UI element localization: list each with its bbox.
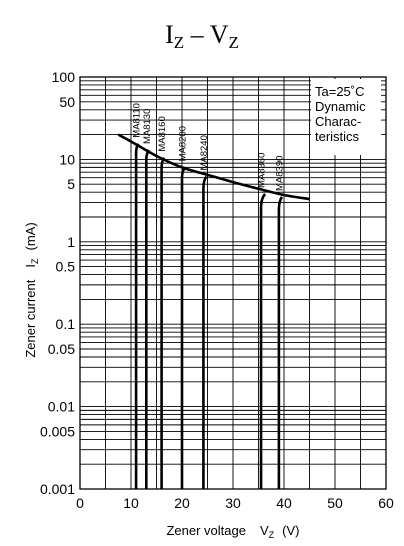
y-tick-label: 10 bbox=[59, 151, 75, 167]
series-curve-ma8130 bbox=[145, 149, 150, 489]
series-label-ma8130: MA8130 bbox=[142, 109, 153, 144]
annotation-line-2: Dynamic bbox=[315, 99, 366, 114]
x-tick-label: 0 bbox=[76, 495, 84, 511]
series-labels: MA8110 MA8130 MA8160 MA8200 MA8240 MA8360 MA83… bbox=[132, 103, 286, 191]
series-curve-ma8360 bbox=[259, 193, 267, 489]
y-tick-label: 0.005 bbox=[40, 423, 75, 439]
x-axis-label: Zener voltage VZ (V) bbox=[166, 523, 299, 540]
annotation-line-1: Ta=25˚C bbox=[315, 84, 365, 99]
series-label-ma8110: MA8110 bbox=[132, 103, 143, 138]
grid-lines bbox=[80, 77, 386, 489]
plot-border bbox=[79, 76, 387, 490]
annotation-line-4: teristics bbox=[315, 129, 360, 144]
y-tick-label: 0.001 bbox=[40, 481, 75, 497]
plot-frame bbox=[79, 76, 387, 490]
x-tick-label: 30 bbox=[225, 495, 241, 511]
x-tick-label: 10 bbox=[123, 495, 139, 511]
y-tick-label: 100 bbox=[52, 69, 76, 85]
y-tick-label: 0.01 bbox=[48, 399, 75, 415]
series-label-ma8160: MA8160 bbox=[157, 116, 168, 151]
tick-labels: 0 10 20 30 40 50 60 100 50 10 5 1 0.5 0.1 0.05 0.01 0.00… bbox=[40, 69, 394, 511]
annotation-line-3: Charac- bbox=[315, 114, 361, 129]
y-tick-label: 5 bbox=[67, 176, 75, 192]
y-tick-label: 50 bbox=[59, 94, 75, 110]
dynamic-envelope bbox=[117, 133, 310, 201]
y-axis-label: Zener currentIZ(mA) bbox=[23, 222, 40, 357]
series-label-ma8200: MA8200 bbox=[178, 126, 189, 161]
series-curve-ma8240 bbox=[202, 175, 208, 489]
y-tick-label: 0.05 bbox=[48, 341, 75, 357]
envelope-curve bbox=[117, 133, 310, 201]
series-label-ma8360: MA8360 bbox=[257, 153, 268, 188]
y-tick-label: 0.1 bbox=[56, 316, 76, 332]
y-tick-label: 0.5 bbox=[56, 259, 76, 275]
series-label-ma8390: MA8390 bbox=[274, 156, 285, 191]
chart-title: IZ – VZ bbox=[165, 20, 239, 52]
x-tick-label: 20 bbox=[174, 495, 190, 511]
x-tick-label: 40 bbox=[276, 495, 292, 511]
x-tick-label: 50 bbox=[327, 495, 343, 511]
y-tick-label: 1 bbox=[67, 234, 75, 250]
series-curve-ma8110 bbox=[134, 143, 140, 489]
series-curve-ma8390 bbox=[277, 196, 284, 489]
series-curves bbox=[134, 143, 284, 489]
x-tick-label: 60 bbox=[378, 495, 394, 511]
annotation-note: Ta=25˚C Dynamic Charac- teristics bbox=[311, 79, 381, 155]
annotation-background bbox=[311, 79, 381, 155]
series-label-ma8240: MA8240 bbox=[199, 135, 210, 170]
